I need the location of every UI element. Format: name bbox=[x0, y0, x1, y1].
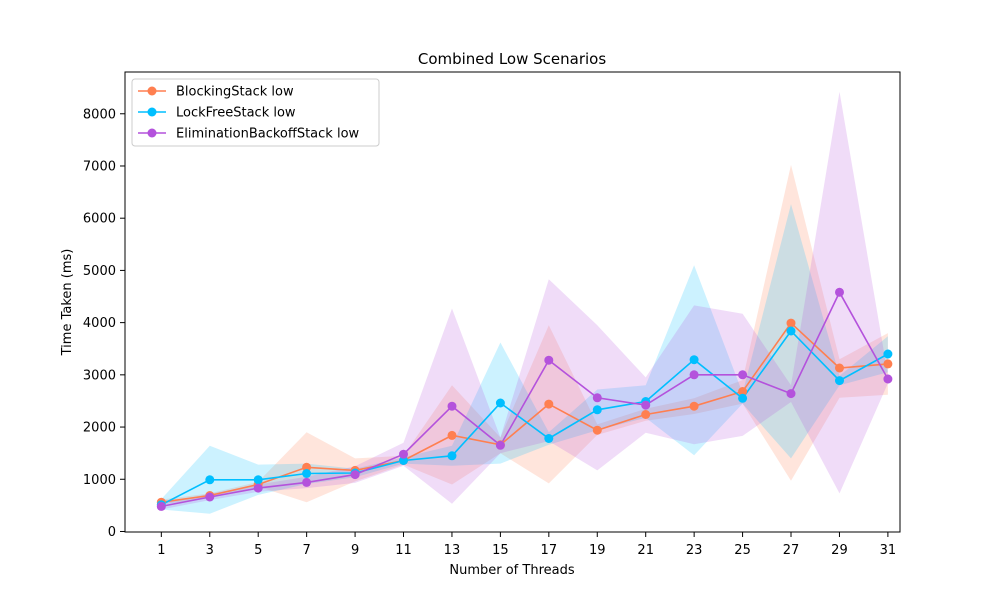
y-tick-label: 4000 bbox=[83, 316, 116, 331]
data-point bbox=[495, 398, 505, 408]
data-point bbox=[399, 456, 408, 465]
y-tick-label: 5000 bbox=[83, 264, 116, 279]
legend: BlockingStack low LockFreeStack low Elimin… bbox=[131, 78, 380, 147]
x-tick-label: 23 bbox=[686, 543, 703, 558]
chart-title: Combined Low Scenarios bbox=[418, 50, 606, 68]
x-tick-label: 17 bbox=[541, 543, 558, 558]
points-layer bbox=[156, 287, 893, 511]
x-tick-label: 9 bbox=[351, 543, 359, 558]
legend-label: LockFreeStack low bbox=[176, 106, 296, 121]
data-point bbox=[689, 370, 699, 380]
data-point bbox=[592, 393, 602, 403]
confidence-band-0 bbox=[161, 164, 888, 505]
lines-layer bbox=[160, 290, 889, 508]
data-point bbox=[883, 359, 893, 369]
x-tick-label: 15 bbox=[492, 543, 509, 558]
data-point bbox=[786, 318, 796, 328]
data-point bbox=[641, 400, 651, 410]
data-point bbox=[205, 492, 215, 502]
data-point bbox=[253, 483, 263, 493]
legend-marker bbox=[147, 128, 157, 138]
plot-frame bbox=[124, 71, 901, 533]
y-axis-label: Time Taken (ms) bbox=[60, 249, 75, 357]
x-tick-label: 31 bbox=[880, 543, 897, 558]
data-point bbox=[835, 363, 844, 373]
data-point bbox=[883, 349, 893, 359]
data-point bbox=[689, 401, 699, 411]
data-point bbox=[156, 501, 166, 511]
x-axis-label: Number of Threads bbox=[449, 563, 574, 578]
data-point bbox=[544, 355, 554, 365]
series-line-2 bbox=[161, 290, 889, 508]
data-point bbox=[592, 405, 602, 415]
data-point bbox=[399, 449, 408, 459]
x-axis: 1 3 5 7 9 11 13 15 17 19 21 23 25 27 29 31 bbox=[157, 532, 896, 558]
data-point bbox=[592, 425, 602, 435]
data-point bbox=[689, 355, 699, 365]
data-point bbox=[738, 393, 748, 403]
data-point bbox=[641, 410, 651, 419]
data-point bbox=[786, 326, 796, 336]
legend-label: BlockingStack low bbox=[176, 85, 294, 100]
y-tick-label: 1000 bbox=[83, 473, 116, 488]
data-point bbox=[738, 370, 748, 380]
confidence-band-2 bbox=[161, 91, 888, 510]
data-point bbox=[835, 376, 844, 386]
data-point bbox=[205, 475, 215, 485]
legend-box bbox=[131, 78, 380, 147]
x-tick-label: 1 bbox=[157, 543, 165, 558]
data-point bbox=[253, 475, 263, 485]
y-tick-label: 3000 bbox=[83, 368, 116, 383]
series-line-1 bbox=[160, 329, 889, 506]
y-tick-label: 6000 bbox=[83, 212, 116, 227]
legend-marker bbox=[147, 107, 157, 117]
confidence-band-1 bbox=[161, 204, 888, 514]
x-tick-label: 13 bbox=[444, 543, 461, 558]
bands-layer bbox=[161, 91, 888, 514]
x-tick-label: 3 bbox=[206, 543, 214, 558]
data-point bbox=[447, 430, 457, 440]
y-tick-label: 2000 bbox=[83, 421, 116, 436]
x-tick-label: 29 bbox=[831, 543, 848, 558]
legend-label: EliminationBackoffStack low bbox=[176, 127, 360, 142]
y-tick-label: 8000 bbox=[83, 107, 116, 122]
x-tick-label: 19 bbox=[589, 543, 606, 558]
x-tick-label: 27 bbox=[783, 543, 800, 558]
data-point bbox=[302, 462, 312, 472]
y-axis: 0 1000 2000 3000 4000 5000 6000 7000 8000 bbox=[83, 107, 125, 540]
x-tick-label: 5 bbox=[254, 543, 262, 558]
data-point bbox=[883, 374, 893, 384]
data-point bbox=[447, 451, 457, 461]
data-point bbox=[302, 469, 312, 478]
data-point bbox=[544, 399, 554, 409]
data-point bbox=[835, 287, 844, 297]
data-point bbox=[786, 389, 796, 399]
data-point bbox=[738, 387, 748, 396]
y-tick-label: 0 bbox=[108, 525, 116, 540]
data-point bbox=[495, 440, 505, 450]
x-tick-label: 7 bbox=[303, 543, 311, 558]
data-point bbox=[544, 434, 554, 443]
data-point bbox=[447, 401, 457, 411]
x-tick-label: 21 bbox=[637, 543, 654, 558]
legend-marker bbox=[147, 86, 157, 96]
y-tick-label: 7000 bbox=[83, 159, 116, 174]
x-tick-label: 25 bbox=[734, 543, 751, 558]
data-point bbox=[302, 477, 312, 487]
data-point bbox=[350, 470, 360, 480]
x-tick-label: 11 bbox=[395, 543, 412, 558]
